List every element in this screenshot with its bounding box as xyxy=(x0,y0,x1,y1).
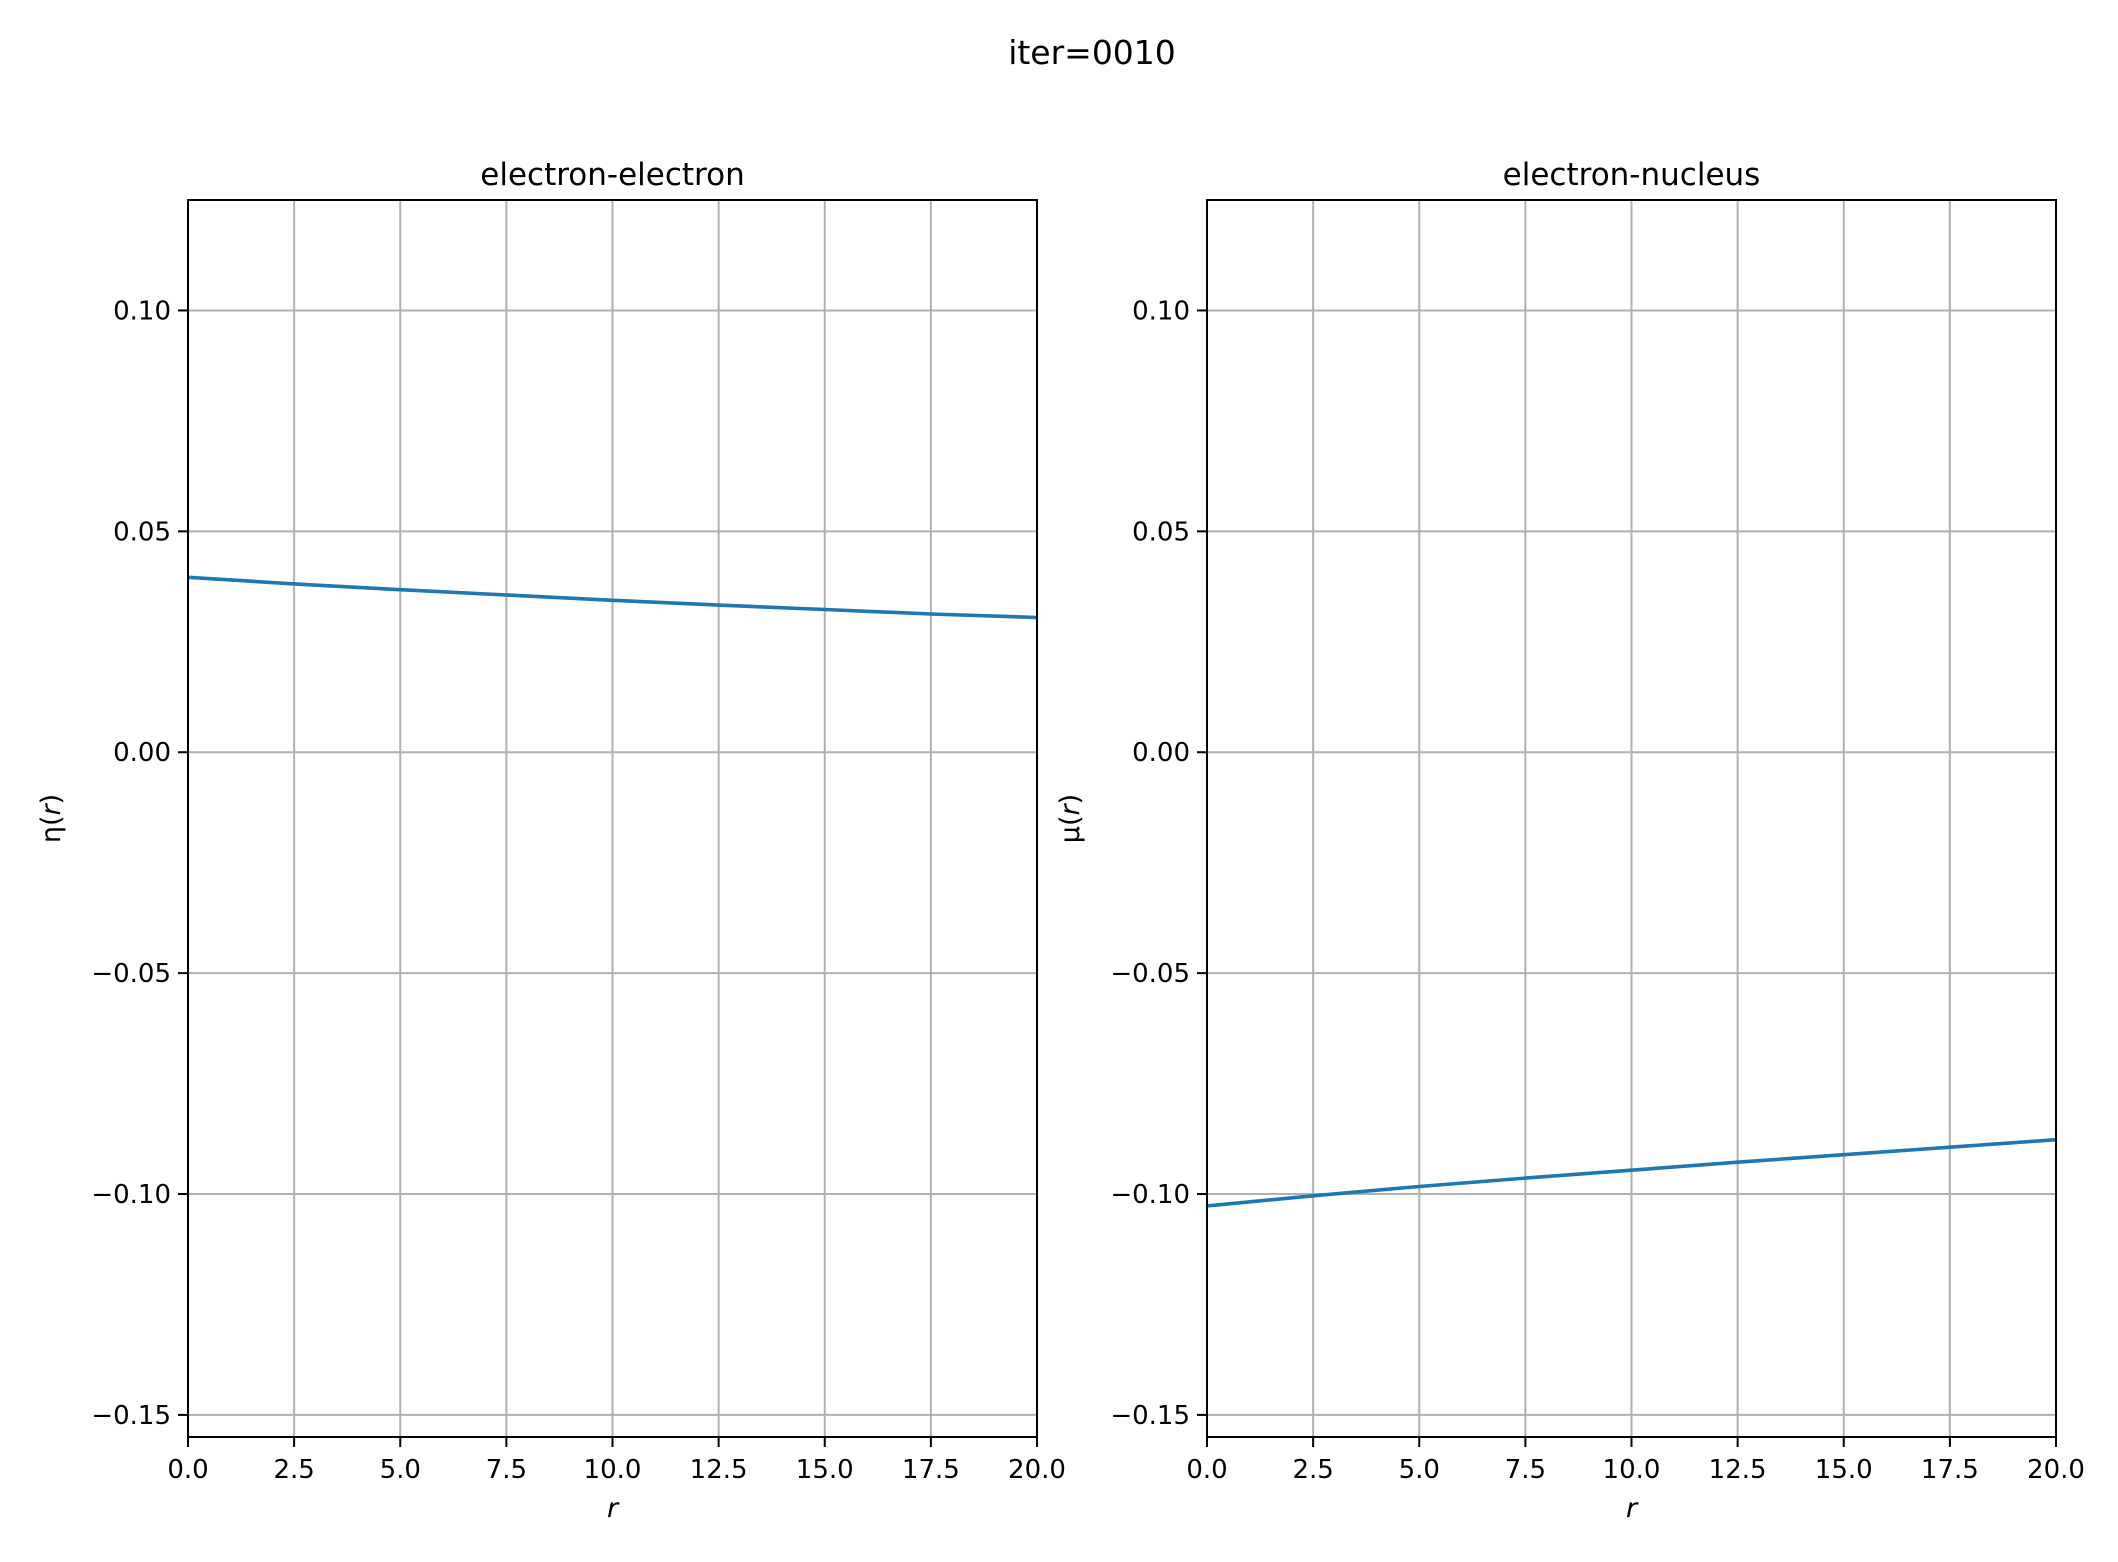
x-axis-label: r xyxy=(607,1493,620,1524)
x-tick-label: 2.5 xyxy=(273,1455,314,1485)
y-tick-label: −0.05 xyxy=(1110,959,1190,989)
x-tick-label: 20.0 xyxy=(1008,1455,1066,1485)
y-tick-label: 0.05 xyxy=(1132,517,1190,547)
y-tick-label: 0.10 xyxy=(1132,296,1190,326)
figure-suptitle: iter=0010 xyxy=(1008,33,1176,72)
x-tick-label: 5.0 xyxy=(1399,1455,1440,1485)
x-tick-label: 15.0 xyxy=(1815,1455,1873,1485)
y-tick-label: 0.10 xyxy=(113,296,171,326)
x-tick-label: 12.5 xyxy=(690,1455,748,1485)
x-tick-label: 0.0 xyxy=(167,1455,208,1485)
y-tick-label: −0.15 xyxy=(91,1401,171,1431)
x-tick-label: 15.0 xyxy=(796,1455,854,1485)
panel-title: electron-electron xyxy=(480,157,744,193)
x-axis-label: r xyxy=(1626,1493,1639,1524)
x-tick-label: 7.5 xyxy=(486,1455,527,1485)
x-tick-label: 20.0 xyxy=(2027,1455,2085,1485)
y-axis-label: μ(r) xyxy=(1055,794,1086,843)
panel-title: electron-nucleus xyxy=(1503,157,1761,193)
x-tick-label: 12.5 xyxy=(1709,1455,1767,1485)
series-line xyxy=(187,575,1038,620)
x-tick-label: 10.0 xyxy=(584,1455,642,1485)
panel-electron-nucleus: 0.0 2.5 5.0 7.5 10.0 12.5 15.0 17.5 20.0 −0.15 −0.… xyxy=(1055,157,2085,1524)
y-tick-label: 0.05 xyxy=(113,517,171,547)
x-tick-label: 7.5 xyxy=(1505,1455,1546,1485)
series-line xyxy=(1206,1137,2057,1208)
x-tick-label: 5.0 xyxy=(380,1455,421,1485)
y-tick-label: 0.00 xyxy=(113,738,171,768)
x-tick-label: 0.0 xyxy=(1186,1455,1227,1485)
y-tick-label: −0.10 xyxy=(91,1180,171,1210)
y-tick-label: −0.15 xyxy=(1110,1401,1190,1431)
panel-electron-electron: 0.0 2.5 5.0 7.5 10.0 12.5 15.0 17.5 20.0 −0.15 −0.… xyxy=(36,157,1066,1524)
x-tick-label: 2.5 xyxy=(1292,1455,1333,1485)
y-tick-label: −0.10 xyxy=(1110,1180,1190,1210)
y-tick-label: −0.05 xyxy=(91,959,171,989)
x-tick-label: 17.5 xyxy=(1921,1455,1979,1485)
y-tick-label: 0.00 xyxy=(1132,738,1190,768)
x-tick-label: 17.5 xyxy=(902,1455,960,1485)
y-axis-label: η(r) xyxy=(36,794,67,843)
x-tick-label: 10.0 xyxy=(1603,1455,1661,1485)
